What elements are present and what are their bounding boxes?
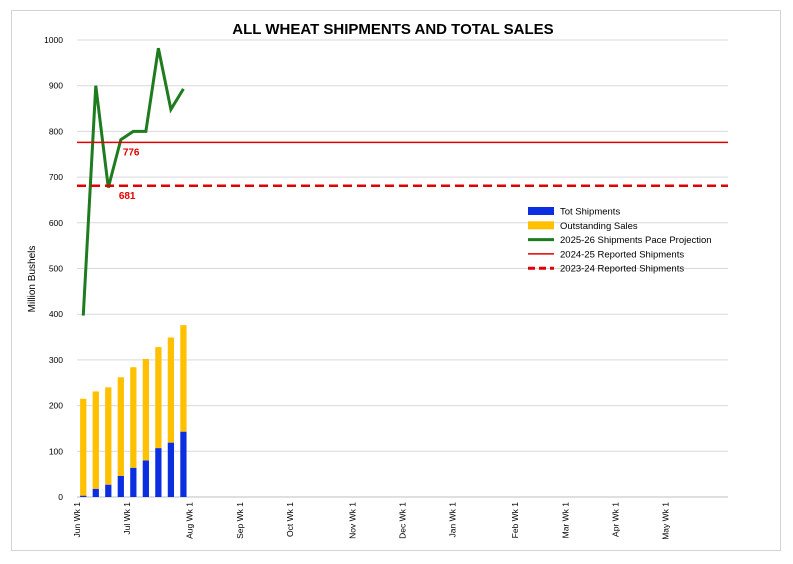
bar-outstanding-sales	[80, 398, 87, 496]
y-axis-ticks: 0 100 200 300 400 500 600 700 800 900 1000	[44, 35, 63, 502]
y-tick-label: 500	[49, 264, 63, 274]
bar-tot-shipments	[92, 488, 99, 497]
x-tick-label: Jun Wk 1	[72, 502, 82, 538]
x-tick-label: Aug Wk 1	[185, 502, 195, 539]
annotations: 776 681	[119, 147, 140, 201]
y-tick-label: 900	[49, 81, 63, 91]
x-tick-label: Sep Wk 1	[235, 502, 245, 539]
chart-title: ALL WHEAT SHIPMENTS AND TOTAL SALES	[232, 21, 553, 38]
x-tick-label: Apr Wk 1	[610, 502, 620, 537]
bar-outstanding-sales	[92, 391, 99, 489]
y-tick-label: 700	[49, 172, 63, 182]
bar-outstanding-sales	[155, 347, 162, 449]
legend-label: 2023-24 Reported Shipments	[560, 264, 684, 275]
y-tick-label: 100	[49, 446, 63, 456]
bar-tot-shipments	[130, 467, 137, 497]
y-tick-label: 600	[49, 218, 63, 228]
chart-frame: ALL WHEAT SHIPMENTS AND TOTAL SALES Mill…	[11, 10, 781, 551]
y-tick-label: 1000	[44, 35, 63, 45]
bar-outstanding-sales	[105, 387, 112, 485]
bar-tot-shipments	[80, 495, 87, 497]
x-tick-label: Oct Wk 1	[285, 502, 295, 537]
bar-outstanding-sales	[180, 325, 187, 432]
x-tick-label: Feb Wk 1	[510, 502, 520, 539]
x-axis-ticks: Jun Wk 1 Jul Wk 1 Aug Wk 1 Sep Wk 1 Oct Wk 1…	[72, 502, 670, 540]
bar-outstanding-sales	[167, 337, 175, 443]
legend-label: Outstanding Sales	[560, 221, 638, 232]
value-annotation: 681	[119, 191, 136, 202]
bar-tot-shipments	[180, 431, 187, 497]
bar-tot-shipments	[117, 475, 124, 497]
x-tick-label: Dec Wk 1	[398, 502, 408, 539]
x-tick-label: Jan Wk 1	[448, 502, 458, 538]
x-tick-label: May Wk 1	[660, 502, 670, 540]
bar-tot-shipments	[105, 484, 112, 497]
value-annotation: 776	[123, 147, 140, 158]
y-tick-label: 300	[49, 355, 63, 365]
pace-projection-line	[81, 47, 185, 316]
legend-label: 2025-26 Shipments Pace Projection	[560, 235, 712, 246]
y-axis-label: Million Bushels	[27, 246, 38, 313]
y-tick-label: 800	[49, 126, 63, 136]
y-tick-label: 200	[49, 401, 63, 411]
x-tick-label: Mar Wk 1	[560, 502, 570, 539]
legend-label: Tot Shipments	[560, 207, 620, 218]
bar-tot-shipments	[155, 448, 162, 497]
lines-group	[77, 47, 728, 316]
wheat-chart: ALL WHEAT SHIPMENTS AND TOTAL SALES Mill…	[27, 21, 728, 540]
x-tick-label: Jul Wk 1	[122, 502, 132, 535]
legend-swatch	[528, 221, 554, 230]
bar-outstanding-sales	[117, 377, 124, 476]
y-tick-label: 400	[49, 309, 63, 319]
bars-group	[80, 325, 187, 497]
x-tick-label: Nov Wk 1	[347, 502, 357, 539]
bar-outstanding-sales	[142, 358, 149, 461]
y-tick-label: 0	[58, 492, 63, 502]
legend: Tot Shipments Outstanding Sales 2025-26 Sh…	[528, 207, 712, 275]
bar-tot-shipments	[142, 460, 149, 497]
legend-swatch	[528, 207, 554, 215]
bar-outstanding-sales	[130, 367, 137, 468]
bar-tot-shipments	[167, 442, 175, 497]
legend-label: 2024-25 Reported Shipments	[560, 249, 684, 260]
